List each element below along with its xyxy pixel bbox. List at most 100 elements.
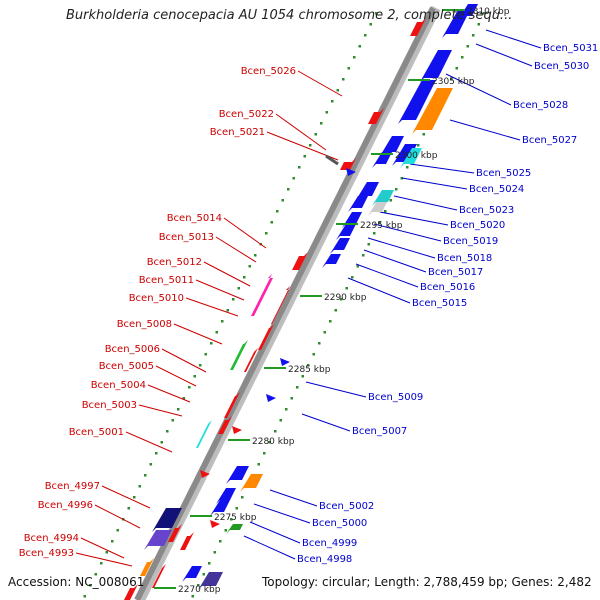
track-dot [375, 12, 378, 15]
track-dot [155, 452, 158, 455]
accession-text: Accession: NC_008061 [8, 575, 145, 589]
gene-feature [380, 136, 404, 156]
gene-label-forward[interactable]: Bcen_5014 [167, 213, 222, 224]
track-dot [307, 364, 310, 367]
gene-feature [152, 564, 166, 588]
gene-feature [398, 80, 436, 124]
track-dot [202, 573, 205, 576]
leader-line [393, 195, 458, 211]
scale-label: 2310 kbp [467, 7, 510, 17]
gene-label-forward[interactable]: Bcen_4993 [19, 548, 74, 559]
leader-line [215, 236, 257, 263]
gene-feature [168, 524, 182, 542]
gene-label-forward[interactable]: Bcen_5005 [99, 361, 154, 372]
track-dot [472, 34, 475, 37]
track-dot [83, 595, 86, 598]
gene-label-reverse[interactable]: Bcen_5024 [469, 184, 524, 195]
gene-feature [340, 158, 356, 170]
gene-label-forward[interactable]: Bcen_4996 [38, 500, 93, 511]
gene-label-forward[interactable]: Bcen_5006 [105, 344, 160, 355]
gene-arrow [232, 426, 242, 434]
gene-label-reverse[interactable]: Bcen_5020 [450, 220, 505, 231]
track-dot [477, 23, 480, 26]
gene-label-reverse[interactable]: Bcen_5015 [412, 298, 467, 309]
gene-label-reverse[interactable]: Bcen_5023 [459, 205, 514, 216]
gene-label-forward[interactable]: Bcen_5004 [91, 380, 146, 391]
track-dot [199, 364, 202, 367]
track-dot [290, 397, 293, 400]
leader-line [147, 384, 191, 403]
track-dot [318, 342, 321, 345]
gene-label-reverse[interactable]: Bcen_5016 [420, 282, 475, 293]
leader-line [101, 485, 151, 509]
gene-label-forward[interactable]: Bcen_5011 [139, 275, 194, 286]
track-dot [287, 188, 290, 191]
gene-label-reverse[interactable]: Bcen_5009 [368, 392, 423, 403]
gene-label-forward[interactable]: Bcen_4994 [24, 533, 79, 544]
gene-label-reverse[interactable]: Bcen_5019 [443, 236, 498, 247]
track-dot [309, 144, 312, 147]
leader-line [266, 131, 339, 161]
gene-label-forward[interactable]: Bcen_5026 [241, 66, 296, 77]
gene-label-reverse[interactable]: Bcen_5025 [476, 168, 531, 179]
track-dot [182, 397, 185, 400]
gene-label-forward[interactable]: Bcen_5021 [210, 127, 265, 138]
gene-label-reverse[interactable]: Bcen_5028 [513, 100, 568, 111]
gene-feature [410, 18, 426, 36]
gene-label-reverse[interactable]: Bcen_5030 [534, 61, 589, 72]
gene-label-forward[interactable]: Bcen_5012 [147, 257, 202, 268]
gene-label-reverse[interactable]: Bcen_4999 [302, 538, 357, 549]
track-dot [461, 56, 464, 59]
gene-label-reverse[interactable]: Bcen_5027 [522, 135, 577, 146]
gene-label-reverse[interactable]: Bcen_5018 [437, 253, 492, 264]
leader-line [253, 503, 311, 524]
track-dot [224, 529, 227, 532]
gene-label-forward[interactable]: Bcen_5001 [69, 427, 124, 438]
track-dot [166, 430, 169, 433]
gene-feature [224, 392, 240, 418]
gene-feature [124, 584, 138, 600]
track-dot [133, 496, 136, 499]
gene-label-reverse[interactable]: Bcen_5007 [352, 426, 407, 437]
gene-label-forward[interactable]: Bcen_5013 [159, 232, 214, 243]
track-dot [455, 67, 458, 70]
gene-label-reverse[interactable]: Bcen_5002 [319, 501, 374, 512]
track-dot [378, 221, 381, 224]
track-dot [340, 298, 343, 301]
track-dot [193, 375, 196, 378]
track-dot [268, 441, 271, 444]
gene-feature [420, 50, 452, 82]
leader-line [138, 404, 183, 417]
gene-label-forward[interactable]: Bcen_5003 [82, 400, 137, 411]
track-dot [188, 386, 191, 389]
track-dot [364, 34, 367, 37]
track-dot [94, 573, 97, 576]
leader-line [80, 537, 125, 559]
scale-label: 2290 kbp [324, 293, 367, 303]
track-dot [197, 584, 200, 587]
gene-label-forward[interactable]: Bcen_4997 [45, 481, 100, 492]
track-dot [144, 474, 147, 477]
gene-label-reverse[interactable]: Bcen_5017 [428, 267, 483, 278]
track-dot [204, 353, 207, 356]
gene-label-reverse[interactable]: Bcen_5000 [312, 518, 367, 529]
track-dot [323, 331, 326, 334]
leader-line [269, 489, 318, 507]
gene-label-forward[interactable]: Bcen_5008 [117, 319, 172, 330]
gene-feature [348, 196, 368, 212]
gene-feature [180, 532, 194, 550]
gene-label-reverse[interactable]: Bcen_4998 [297, 554, 352, 565]
gene-label-forward[interactable]: Bcen_5010 [129, 293, 184, 304]
track-dot [362, 254, 365, 257]
gene-label-reverse[interactable]: Bcen_5031 [543, 43, 598, 54]
track-dot [358, 45, 361, 48]
track-dot [395, 188, 398, 191]
gene-arrow [210, 520, 220, 528]
gene-label-forward[interactable]: Bcen_5022 [219, 109, 274, 120]
leader-line [445, 73, 512, 106]
track-dot [230, 518, 233, 521]
track-dot [100, 562, 103, 565]
leader-line [301, 413, 351, 432]
